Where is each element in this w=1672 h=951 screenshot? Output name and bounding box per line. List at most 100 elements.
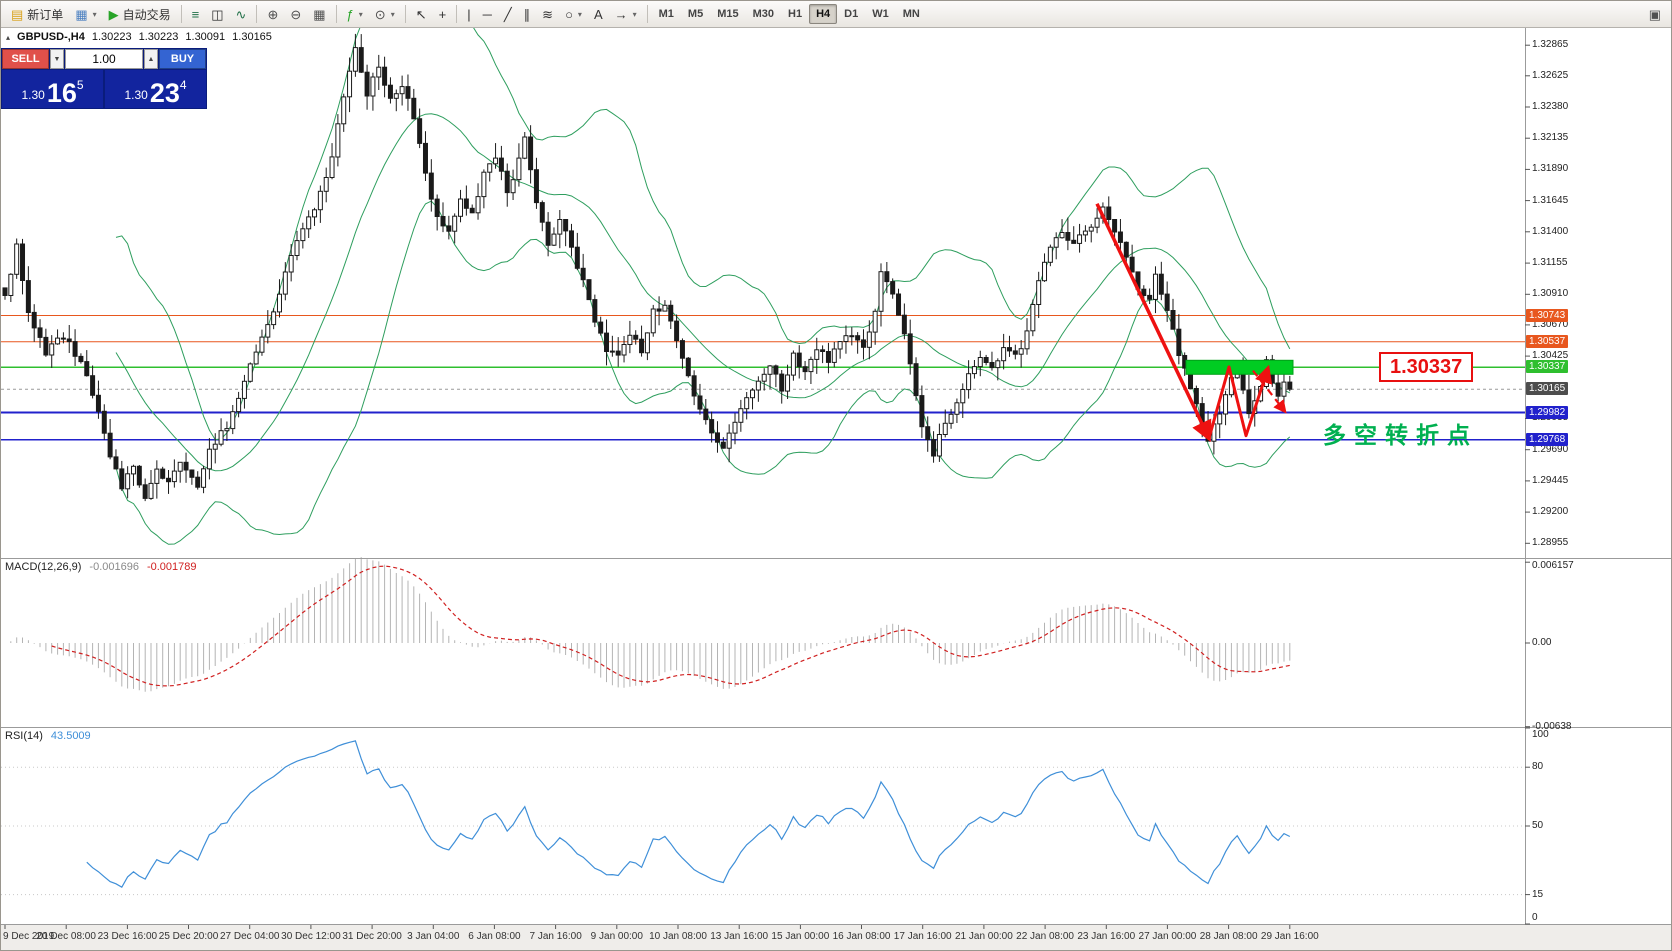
vertical-line-icon: |	[467, 6, 471, 22]
vertical-line-button[interactable]: |	[461, 3, 476, 25]
volume-increase-button[interactable]: ▲	[144, 49, 158, 69]
chevron-down-icon: ▾	[632, 9, 637, 19]
auto-trading-button-label: 自动交易	[122, 7, 171, 22]
chevron-down-icon: ▾	[92, 9, 97, 19]
horizontal-line-icon: ─	[482, 6, 492, 22]
new-order-button-label: 新订单	[27, 7, 64, 22]
zoom-out-button[interactable]: ⊖	[284, 3, 307, 25]
shapes-button[interactable]: ○ ▾	[559, 3, 588, 25]
rsi-title: RSI(14)	[5, 730, 43, 742]
toolbar-separator	[404, 5, 406, 23]
toolbar-separator	[335, 5, 337, 23]
fibonacci-icon: ≋	[542, 6, 554, 22]
text-label-button[interactable]: A	[588, 3, 609, 25]
new-order-icon: ▤	[11, 6, 24, 22]
timeframe-w1-button[interactable]: W1	[872, 8, 889, 20]
main-toolbar: ▤ 新订单 ▦ ▾ ▶ 自动交易 ≡ ◫ ∿ ⊕ ⊖ ▦ ƒ ▾ ⊙ ▾ ↖ + | ─ ╱ ∥ ≋ ○ ▾ A → ▾ M1 M5 M15…	[1, 1, 1671, 28]
ohlc-close: 1.30165	[232, 31, 272, 43]
timeframe-mn-button[interactable]: MN	[902, 8, 920, 20]
toolbar-separator	[456, 5, 458, 23]
crosshair-button[interactable]: +	[433, 3, 453, 25]
channel-icon: ∥	[523, 6, 531, 22]
timeframe-m1-button[interactable]: M1	[658, 8, 674, 20]
chevron-down-icon: ▾	[577, 9, 582, 19]
bar-chart-icon: ≡	[191, 6, 200, 22]
indicators-button[interactable]: ƒ ▾	[341, 3, 369, 25]
chevron-down-icon: ▾	[358, 9, 363, 19]
zoom-out-icon: ⊖	[290, 6, 302, 22]
macd-value-main: -0.001696	[89, 561, 139, 573]
buy-price-small: 1.30	[124, 88, 148, 102]
buy-button[interactable]: BUY	[159, 49, 206, 69]
fibonacci-button[interactable]: ≋	[536, 3, 559, 25]
auto-trading-icon: ▶	[108, 6, 119, 22]
timeframe-h4-button[interactable]: H4	[809, 4, 838, 24]
new-order-button[interactable]: ▤ 新订单	[5, 3, 69, 25]
shapes-icon: ○	[565, 6, 573, 22]
arrows-icon: →	[614, 6, 628, 22]
zoom-in-button[interactable]: ⊕	[261, 3, 284, 25]
periods-button[interactable]: ⊙ ▾	[369, 3, 401, 25]
panel-collapse-icon[interactable]: ▴	[6, 32, 11, 42]
cursor-button[interactable]: ↖	[410, 3, 433, 25]
ohlc-low: 1.30091	[185, 31, 226, 43]
bar-chart-button[interactable]: ≡	[186, 3, 206, 25]
macd-value-signal: -0.001789	[146, 561, 197, 573]
charts-button[interactable]: ▦ ▾	[69, 3, 102, 25]
trendline-button[interactable]: ╱	[498, 3, 518, 25]
tile-windows-icon: ▦	[313, 6, 326, 22]
sell-price-sup: 5	[76, 78, 84, 92]
sell-price-big: 16	[46, 78, 77, 109]
macd-title: MACD(12,26,9)	[5, 561, 82, 573]
rsi-header: RSI(14) 43.5009	[5, 730, 91, 742]
line-chart-icon: ∿	[235, 6, 247, 22]
timeframe-m30-button[interactable]: M30	[752, 8, 774, 20]
charts-icon: ▦	[75, 6, 88, 22]
toolbar-separator	[256, 5, 258, 23]
rsi-value: 43.5009	[50, 730, 91, 742]
chevron-down-icon: ▾	[390, 9, 395, 19]
toolbar-separator	[646, 5, 648, 23]
buy-price[interactable]: 1.30 23 4	[105, 70, 206, 108]
new-window-icon: ▣	[1648, 6, 1661, 22]
price-annotation-box[interactable]: 1.30337	[1379, 352, 1474, 383]
indicators-icon: ƒ	[346, 6, 354, 22]
new-window-button[interactable]: ▣	[1643, 3, 1667, 25]
crosshair-icon: +	[438, 6, 447, 22]
text-label-icon: A	[593, 6, 603, 22]
sell-button[interactable]: SELL	[2, 49, 49, 69]
toolbar-separator	[180, 5, 182, 23]
timeframe-h1-button[interactable]: H1	[788, 8, 803, 20]
cursor-icon: ↖	[415, 6, 427, 22]
trendline-icon: ╱	[503, 6, 512, 22]
sell-price-small: 1.30	[21, 88, 45, 102]
ohlc-open: 1.30223	[91, 31, 132, 43]
arrows-button[interactable]: → ▾	[609, 3, 643, 25]
periods-icon: ⊙	[374, 6, 386, 22]
line-chart-button[interactable]: ∿	[230, 3, 253, 25]
macd-header: MACD(12,26,9) -0.001696 -0.001789	[5, 561, 197, 573]
horizontal-line-button[interactable]: ─	[477, 3, 498, 25]
timeframe-d1-button[interactable]: D1	[844, 8, 859, 20]
zoom-in-icon: ⊕	[267, 6, 279, 22]
ohlc-high: 1.30223	[138, 31, 179, 43]
buy-price-sup: 4	[179, 78, 187, 92]
symbol-name: GBPUSD-,H4	[17, 31, 85, 43]
timeframe-m5-button[interactable]: M5	[687, 8, 704, 20]
candlestick-chart-button[interactable]: ◫	[205, 3, 229, 25]
volume-decrease-button[interactable]: ▼	[50, 49, 64, 69]
auto-trading-button[interactable]: ▶ 自动交易	[103, 3, 177, 25]
tile-windows-button[interactable]: ▦	[307, 3, 331, 25]
candlestick-chart-icon: ◫	[211, 6, 224, 22]
channel-button[interactable]: ∥	[518, 3, 537, 25]
one-click-trading-panel: SELL ▼ ▲ BUY 1.30 16 5 1.30 23 4	[1, 48, 207, 109]
chart-symbol-info: ▴ GBPUSD-,H4 1.30223 1.30223 1.30091 1.3…	[6, 31, 272, 43]
volume-input[interactable]	[65, 49, 143, 69]
sell-price[interactable]: 1.30 16 5	[2, 70, 103, 108]
buy-price-big: 23	[149, 78, 180, 109]
turning-point-label[interactable]: 多空转折点	[1323, 422, 1478, 448]
chart-area: 1.32865 1.32625 1.32380 1.32135 1.31890 1.316…	[1, 28, 1672, 951]
chart-canvas[interactable]	[1, 28, 1672, 951]
timeframe-m15-button[interactable]: M15	[717, 8, 739, 20]
